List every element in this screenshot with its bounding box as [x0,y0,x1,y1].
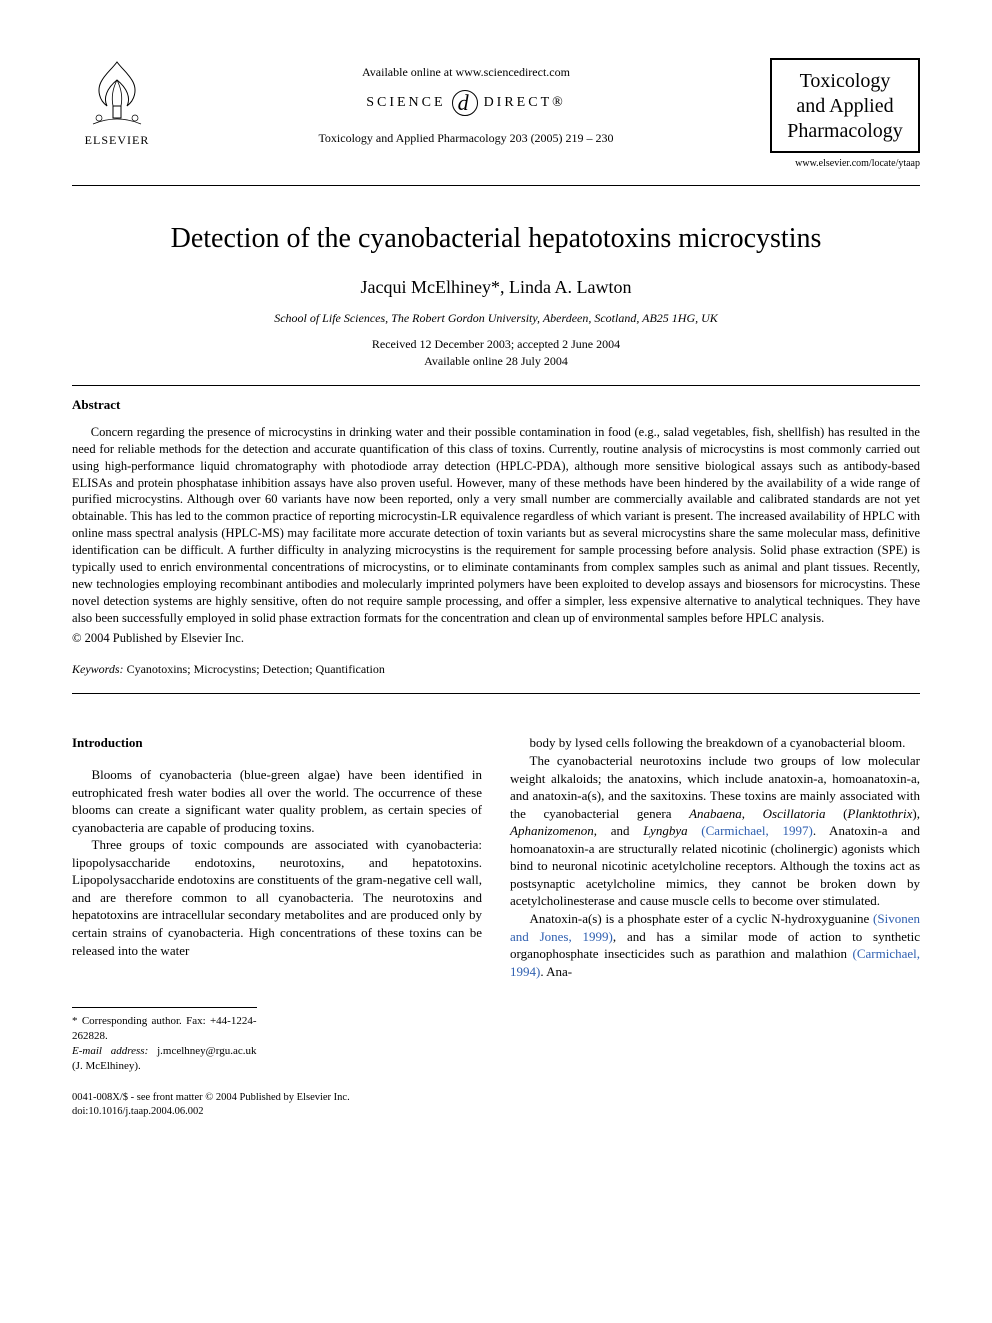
intro-p5-seg-a: Anatoxin-a(s) is a phosphate ester of a … [530,911,874,926]
introduction-heading: Introduction [72,734,482,752]
abstract-copyright: © 2004 Published by Elsevier Inc. [72,630,920,647]
abstract-text: Concern regarding the presence of microc… [72,424,920,627]
genus-aphanizomenon: Aphanizomenon [510,823,594,838]
intro-p4-seg-d: ), [912,806,920,821]
intro-p4-seg-c: ( [825,806,847,821]
elsevier-tree-icon [83,58,151,128]
available-online-line: Available online at www.sciencedirect.co… [162,64,770,80]
abstract-body: Concern regarding the presence of microc… [72,424,920,627]
footnotes-block: * Corresponding author. Fax: +44-1224-26… [72,1007,257,1073]
front-matter-line: 0041-008X/$ - see front matter © 2004 Pu… [72,1091,920,1105]
article-affiliation: School of Life Sciences, The Robert Gord… [72,310,920,326]
genus-planktothrix: Planktothrix [847,806,912,821]
intro-p5-seg-c: . Ana- [540,964,572,979]
header-center: Available online at www.sciencedirect.co… [162,58,770,146]
keywords-line: Keywords: Cyanotoxins; Microcystins; Det… [72,661,920,677]
online-date: Available online 28 July 2004 [72,353,920,370]
sd-d-icon: d [452,90,478,116]
sd-word-left: SCIENCE [366,94,445,113]
genus-anabaena: Anabaena [689,806,742,821]
email-line: E-mail address: j.mcelhney@rgu.ac.uk (J.… [72,1044,257,1074]
journal-reference: Toxicology and Applied Pharmacology 203 … [162,130,770,146]
body-columns: Introduction Blooms of cyanobacteria (bl… [72,734,920,1073]
intro-p4-seg-b: , [742,806,763,821]
sd-word-right: DIRECT® [484,94,566,113]
genus-oscillatoria: Oscillatoria [763,806,826,821]
journal-box-line1: Toxicology [782,70,908,93]
header-rule [72,185,920,186]
page-footer: 0041-008X/$ - see front matter © 2004 Pu… [72,1091,920,1118]
article-authors: Jacqui McElhiney*, Linda A. Lawton [72,275,920,299]
received-date: Received 12 December 2003; accepted 2 Ju… [72,336,920,353]
keywords-list: Cyanotoxins; Microcystins; Detection; Qu… [127,662,385,676]
intro-p3: body by lysed cells following the breakd… [510,734,920,752]
journal-box-line2: and Applied [782,95,908,118]
intro-p4-seg-f [688,823,702,838]
intro-p1: Blooms of cyanobacteria (blue-green alga… [72,766,482,836]
publisher-name: ELSEVIER [72,132,162,148]
article-dates: Received 12 December 2003; accepted 2 Ju… [72,336,920,370]
publisher-logo: ELSEVIER [72,58,162,148]
page-header: ELSEVIER Available online at www.science… [72,58,920,171]
abstract-rule [72,693,920,694]
corresponding-author: * Corresponding author. Fax: +44-1224-26… [72,1014,257,1044]
intro-p2: Three groups of toxic compounds are asso… [72,836,482,959]
abstract-heading: Abstract [72,396,920,414]
title-rule [72,385,920,386]
journal-box-line3: Pharmacology [782,120,908,143]
article-title: Detection of the cyanobacterial hepatoto… [72,220,920,258]
journal-title-box: Toxicology and Applied Pharmacology [770,58,920,153]
journal-url[interactable]: www.elsevier.com/locate/ytaap [770,157,920,171]
keywords-label: Keywords: [72,662,124,676]
intro-p5: Anatoxin-a(s) is a phosphate ester of a … [510,910,920,980]
email-label: E-mail address: [72,1045,148,1057]
genus-lyngbya: Lyngbya [643,823,687,838]
intro-p4-seg-e: , and [594,823,643,838]
doi-line: doi:10.1016/j.taap.2004.06.002 [72,1105,920,1119]
intro-p4: The cyanobacterial neurotoxins include t… [510,752,920,910]
journal-box-wrap: Toxicology and Applied Pharmacology www.… [770,58,920,171]
sciencedirect-logo: SCIENCE d DIRECT® [366,90,566,116]
cite-carmichael-1997[interactable]: (Carmichael, 1997) [701,823,813,838]
